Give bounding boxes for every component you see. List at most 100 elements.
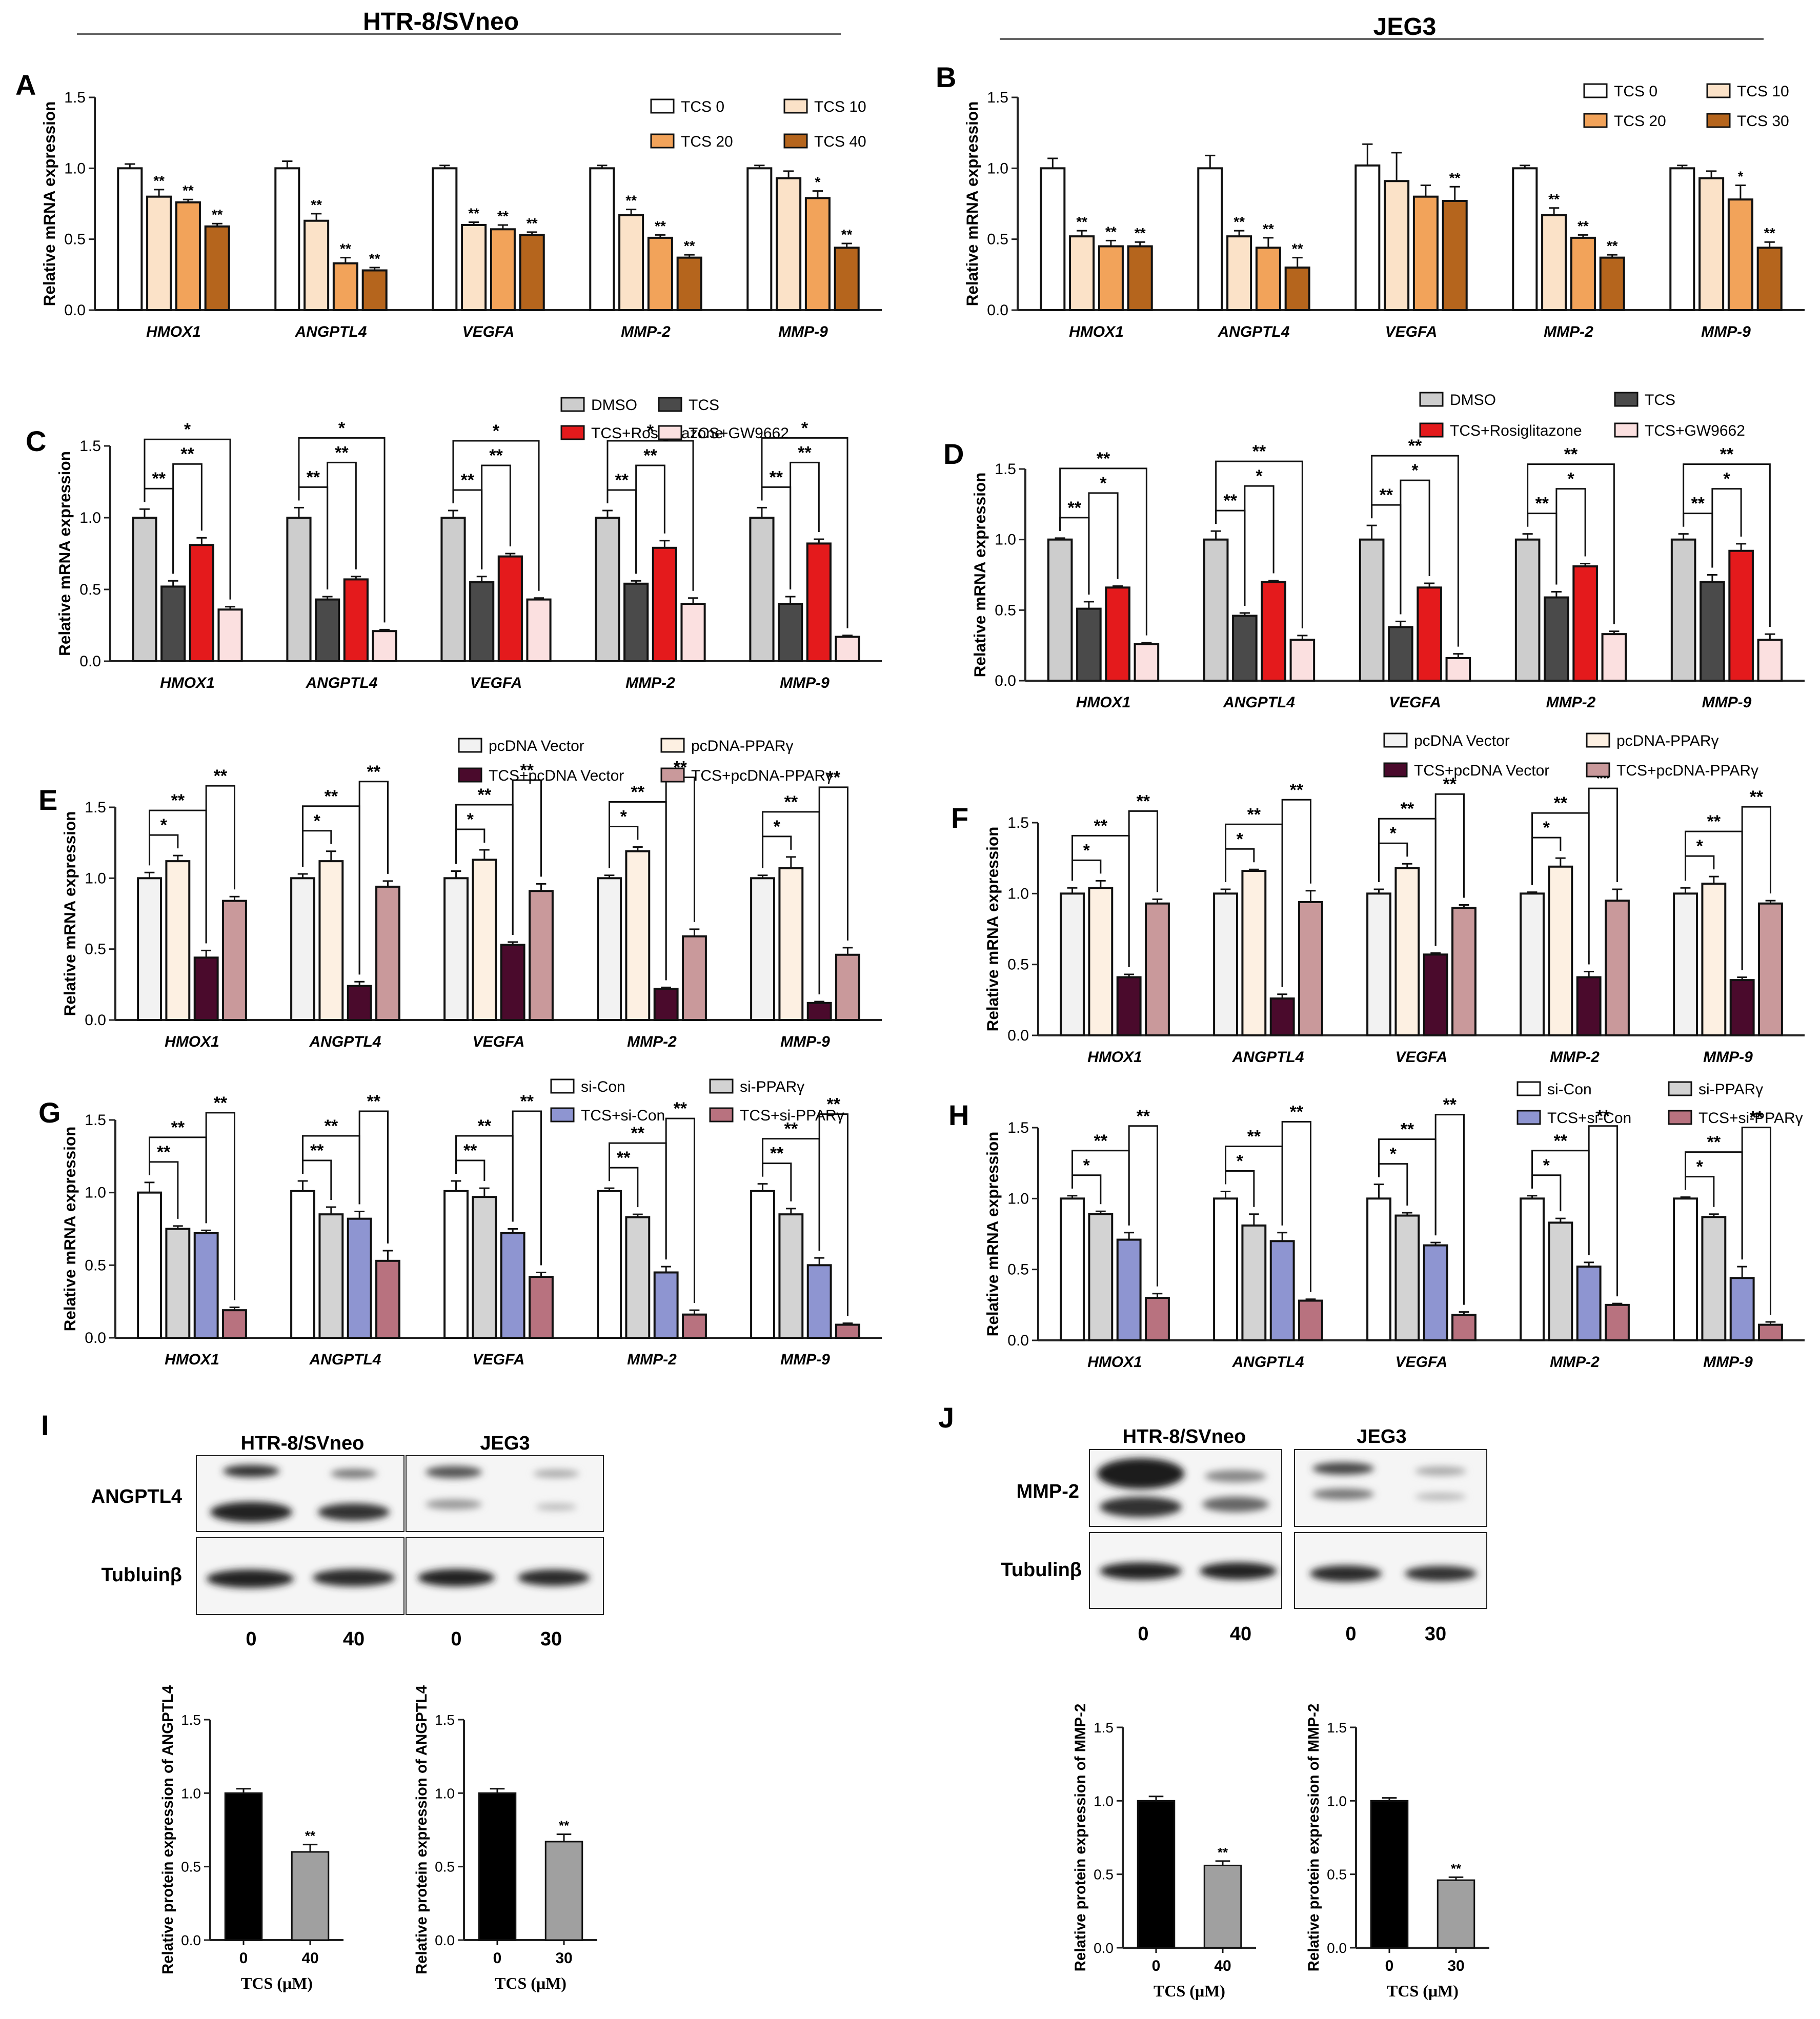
bar — [1445, 657, 1471, 682]
significance-label: ** — [1263, 221, 1274, 237]
blot-i-cell-line-2: JEG3 — [480, 1433, 530, 1454]
bar — [1669, 167, 1695, 311]
bar — [1105, 586, 1130, 682]
comparison-bracket — [818, 786, 848, 995]
y-tick-label: 0.5 — [85, 1257, 106, 1274]
y-tick-label: 0.5 — [1094, 1867, 1114, 1883]
bar — [1605, 1303, 1630, 1341]
comparison-significance: ** — [310, 1141, 324, 1160]
bar — [1203, 1864, 1242, 1949]
comparison-significance: * — [1237, 1152, 1244, 1171]
bar — [222, 1309, 247, 1339]
significance-label: ** — [841, 227, 853, 242]
bar — [1698, 177, 1725, 311]
y-tick-label: 1.5 — [435, 1712, 455, 1728]
bar — [1232, 615, 1258, 682]
panel-letter-h: H — [948, 1099, 969, 1131]
bar — [806, 1002, 832, 1022]
bar — [175, 201, 201, 311]
bar — [652, 546, 677, 663]
y-tick-label: 1.5 — [79, 438, 101, 455]
comparison-significance: ** — [157, 1143, 171, 1162]
x-category-label: HMOX1 — [1076, 694, 1131, 711]
x-category-label: VEGFA — [1389, 694, 1441, 711]
comparison-significance: ** — [1401, 799, 1414, 819]
significance-label: ** — [311, 197, 322, 213]
comparison-significance: ** — [1401, 1120, 1414, 1139]
comparison-significance: * — [1100, 474, 1107, 493]
y-tick-label: 0.5 — [79, 581, 101, 598]
significance-label: ** — [1105, 223, 1117, 239]
y-tick-label: 1.0 — [435, 1785, 455, 1801]
legend-swatch — [709, 1107, 734, 1123]
significance-label: ** — [625, 193, 637, 209]
comparison-bracket — [1128, 810, 1158, 968]
legend-swatch — [1614, 392, 1639, 407]
bar — [472, 859, 497, 1022]
legend-swatch — [783, 98, 808, 114]
bar — [1548, 1221, 1573, 1342]
bar — [597, 1190, 622, 1339]
legend-label: si-Con — [581, 1078, 625, 1095]
legend-label: DMSO — [1450, 392, 1496, 409]
legend-swatch — [1614, 422, 1639, 438]
blot-band — [210, 1502, 292, 1522]
significance-label: ** — [559, 1818, 570, 1833]
bar — [1701, 1216, 1727, 1342]
bar — [469, 581, 495, 662]
legend-swatch — [1583, 113, 1608, 128]
comparison-significance: * — [184, 420, 191, 439]
y-axis-title: Relative mRNA expression — [970, 473, 989, 678]
legend-swatch — [458, 738, 482, 753]
bar — [750, 877, 775, 1022]
bar — [1213, 1197, 1238, 1341]
bar — [625, 1216, 651, 1339]
bar — [1756, 247, 1783, 311]
bar — [291, 1851, 330, 1941]
significance-label: ** — [1449, 170, 1461, 186]
legend-swatch — [658, 397, 682, 412]
comparison-bracket — [298, 437, 386, 623]
x-category-label: MMP-2 — [625, 675, 675, 691]
blot-band — [1415, 1466, 1466, 1476]
comparison-significance: ** — [1750, 787, 1764, 807]
bar — [806, 542, 832, 663]
panel-letter-c: C — [26, 425, 46, 457]
significance-label: ** — [212, 207, 223, 222]
significance-label: ** — [1764, 225, 1775, 241]
legend-swatch — [1668, 1081, 1692, 1096]
legend-label: TCS — [1645, 392, 1675, 409]
blot-j-lane-label: 0 — [1345, 1623, 1356, 1645]
x-category-label: MMP-2 — [1550, 1049, 1600, 1066]
y-tick-label: 0.5 — [435, 1859, 455, 1875]
y-tick-label: 1.0 — [85, 870, 106, 887]
comparison-bracket — [512, 779, 542, 935]
y-tick-label: 0.0 — [181, 1932, 201, 1948]
comparison-significance: * — [493, 421, 500, 441]
comparison-bracket — [1215, 460, 1303, 628]
bar — [274, 167, 300, 311]
x-tick-label: 0 — [493, 1950, 502, 1967]
comparison-significance: * — [467, 810, 474, 829]
y-axis-title: Relative mRNA expression — [40, 101, 58, 307]
bar — [1451, 1314, 1477, 1341]
bar — [625, 850, 651, 1022]
comparison-significance: ** — [335, 443, 349, 462]
bar — [217, 608, 243, 662]
significance-label: ** — [1292, 241, 1303, 257]
blot-j-bands — [1097, 1458, 1477, 1582]
bar — [750, 1190, 775, 1339]
comparison-significance: ** — [615, 471, 629, 490]
legend-label: pcDNA Vector — [1414, 732, 1510, 749]
comparison-significance: ** — [1443, 774, 1457, 794]
bar — [443, 1190, 469, 1339]
y-axis-title: Relative mRNA expression — [55, 451, 74, 656]
comparison-significance: ** — [770, 1144, 784, 1164]
significance-label: ** — [1578, 218, 1589, 234]
comparison-bracket — [358, 781, 389, 975]
bar — [1226, 235, 1252, 311]
bar — [222, 900, 247, 1021]
bar — [1570, 236, 1596, 311]
